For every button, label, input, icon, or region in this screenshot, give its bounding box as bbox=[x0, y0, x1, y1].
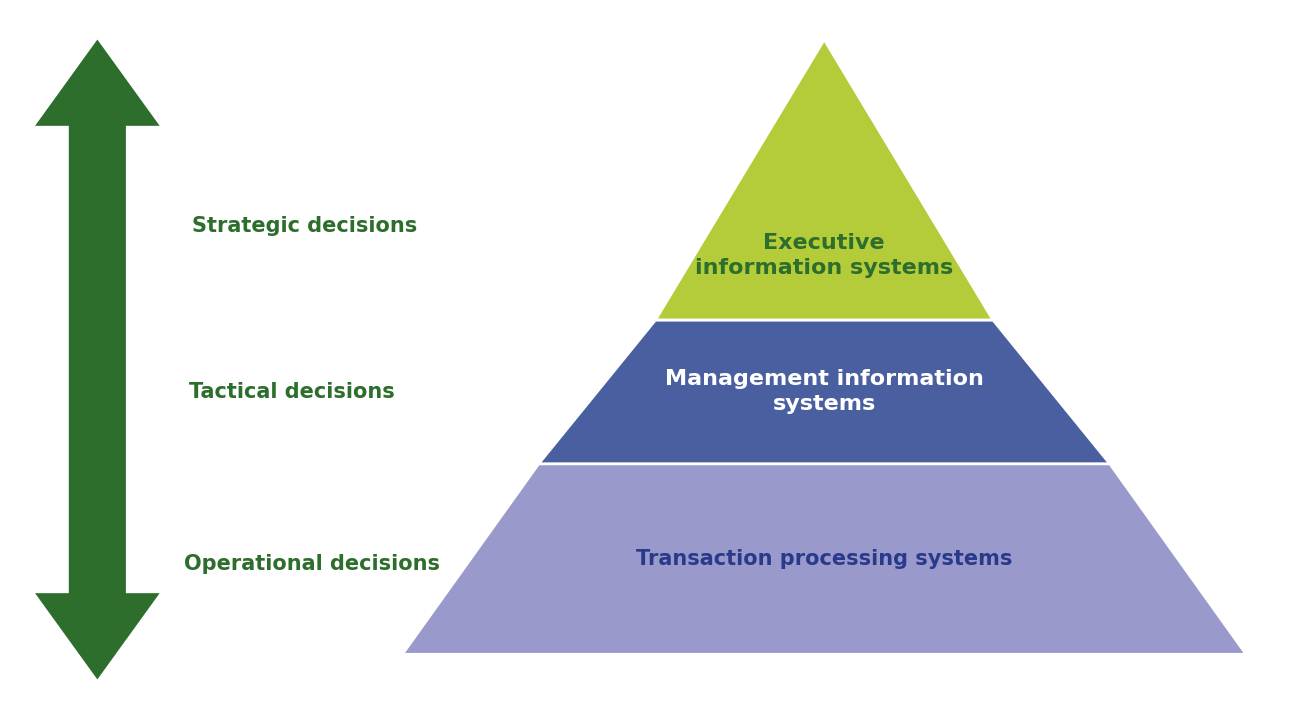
Text: Management information
systems: Management information systems bbox=[665, 370, 984, 414]
Text: Tactical decisions: Tactical decisions bbox=[190, 382, 395, 402]
Text: Transaction processing systems: Transaction processing systems bbox=[636, 549, 1012, 569]
Polygon shape bbox=[655, 40, 993, 320]
Polygon shape bbox=[402, 464, 1246, 654]
Polygon shape bbox=[539, 320, 1110, 464]
Polygon shape bbox=[35, 40, 160, 679]
Text: Operational decisions: Operational decisions bbox=[183, 554, 440, 574]
Text: Executive
information systems: Executive information systems bbox=[696, 233, 953, 278]
Text: Strategic decisions: Strategic decisions bbox=[192, 216, 418, 237]
